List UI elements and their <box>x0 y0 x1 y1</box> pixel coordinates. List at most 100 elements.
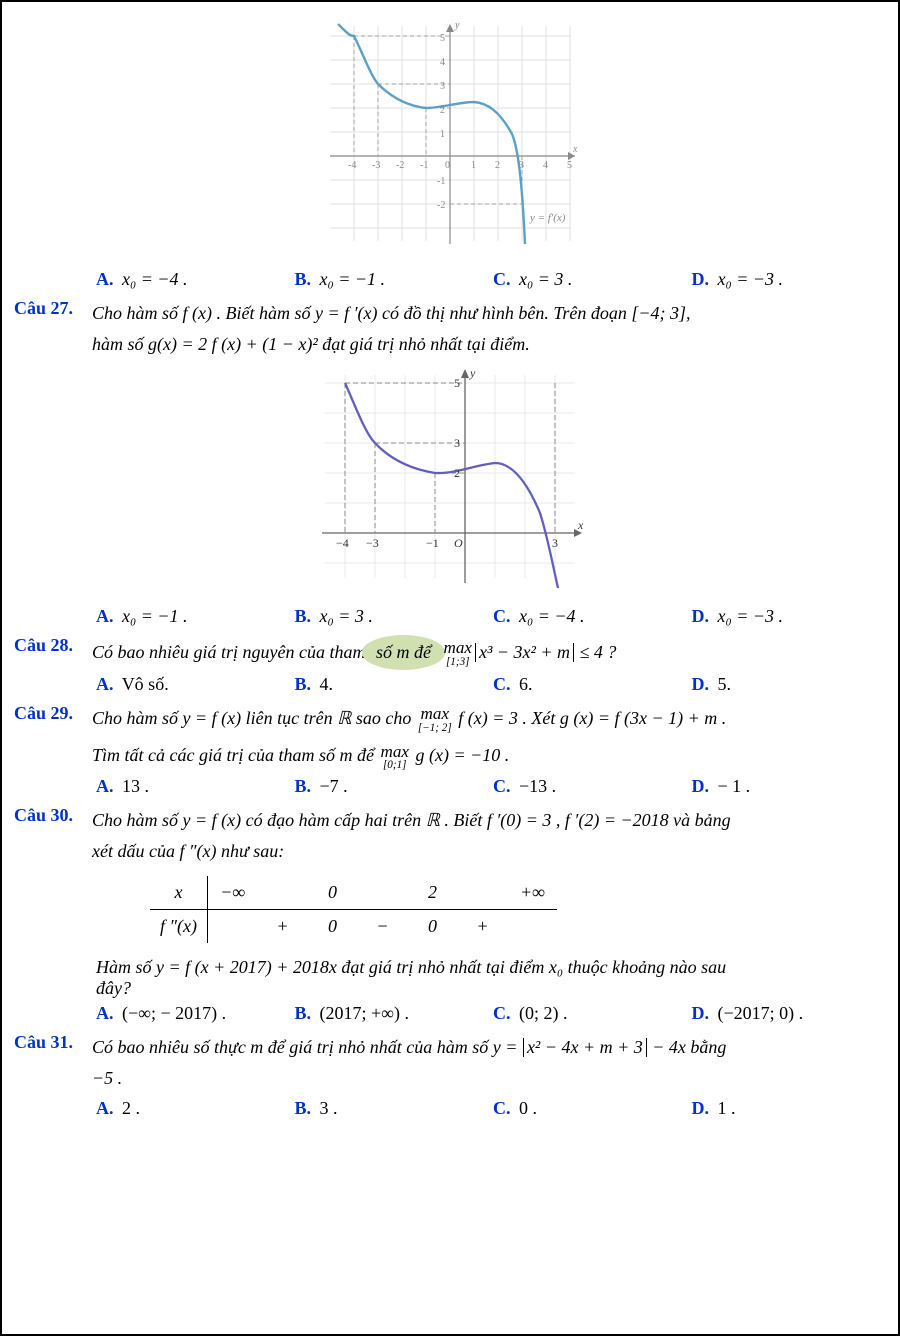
options-28: A. Vô số. B. 4. C. 6. D. 5. <box>96 674 890 695</box>
svg-text:1: 1 <box>471 160 476 171</box>
opt-30-c: C. (0; 2) . <box>493 1003 692 1024</box>
q27-line1: Cho hàm số f (x) . Biết hàm số y = f ′(x… <box>92 298 890 329</box>
q30-line3: Hàm số y = f (x + 2017) + 2018x đạt giá … <box>96 957 890 978</box>
opt-31-c-text: 0 . <box>519 1098 537 1118</box>
opt-pre-d-text: x₀ = −3 . <box>718 269 784 289</box>
q28-abs: x³ − 3x² + m <box>475 643 574 662</box>
q29-line1-b: f (x) = 3 . Xét g (x) = f (3x − 1) + m . <box>454 708 727 728</box>
q29-max1: max[−1; 2] <box>418 705 452 735</box>
svg-text:-1: -1 <box>437 176 445 187</box>
q29-max1-sub: [−1; 2] <box>418 723 452 735</box>
q31-abs: x² − 4x + m + 3 <box>523 1038 647 1057</box>
svg-text:3: 3 <box>519 160 524 171</box>
graph-27a-svg: -4-3 -2-1 01 23 45 54 32 1-1 -2 y x y = … <box>320 16 580 256</box>
sign-table: x −∞ 0 2 +∞ f ″(x) + 0 − 0 + <box>150 876 557 943</box>
options-30: A. (−∞; − 2017) . B. (2017; +∞) . C. (0;… <box>96 1003 890 1024</box>
opt-pre-a-text: x₀ = −4 . <box>122 269 188 289</box>
graph-27b: −4−3 −1O 3 532 y x <box>10 363 890 598</box>
svg-text:5: 5 <box>454 376 460 390</box>
svg-text:x: x <box>572 144 578 155</box>
opt-27-a-text: x₀ = −1 . <box>122 606 188 626</box>
question-30: Câu 30. Cho hàm số y = f (x) có đạo hàm … <box>10 805 890 866</box>
q31-line1: Có bao nhiêu số thực m để giá trị nhỏ nh… <box>92 1032 890 1063</box>
st-f1: + <box>257 910 307 944</box>
question-28: Câu 28. Có bao nhiêu giá trị nguyên của … <box>10 635 890 670</box>
opt-29-c: C. −13 . <box>493 776 692 797</box>
opt-pre-d: D. x₀ = −3 . <box>692 269 891 290</box>
question-29: Câu 29. Cho hàm số y = f (x) liên tục tr… <box>10 703 890 772</box>
graph-27a: -4-3 -2-1 01 23 45 54 32 1-1 -2 y x y = … <box>10 16 890 261</box>
st-x0: −∞ <box>207 876 257 910</box>
svg-text:y = f'(x): y = f'(x) <box>529 212 566 224</box>
opt-30-a-text: (−∞; − 2017) . <box>122 1003 226 1023</box>
q30-line2: xét dấu của f ″(x) như sau: <box>92 836 890 867</box>
q28-expr: x³ − 3x² + m <box>479 642 570 662</box>
opt-30-a: A. (−∞; − 2017) . <box>96 1003 295 1024</box>
opt-27-b: B. x₀ = 3 . <box>295 606 494 627</box>
options-27: A. x₀ = −1 . B. x₀ = 3 . C. x₀ = −4 . D.… <box>96 606 890 627</box>
svg-text:3: 3 <box>440 81 445 92</box>
st-x1 <box>257 876 307 910</box>
svg-text:2: 2 <box>440 105 445 116</box>
svg-text:−1: −1 <box>426 536 439 550</box>
svg-text:4: 4 <box>543 160 548 171</box>
q28-highlight: số m để <box>362 635 445 670</box>
st-x6: +∞ <box>507 876 557 910</box>
svg-text:y: y <box>469 366 476 380</box>
st-f2: 0 <box>307 910 357 944</box>
svg-text:-2: -2 <box>437 200 445 211</box>
svg-text:x: x <box>577 518 584 532</box>
st-f5: + <box>457 910 507 944</box>
opt-27-a: A. x₀ = −1 . <box>96 606 295 627</box>
opt-pre-c-text: x₀ = 3 . <box>519 269 572 289</box>
svg-text:−3: −3 <box>366 536 379 550</box>
q31-line1-b: − 4x bằng <box>648 1037 727 1057</box>
opt-30-c-text: (0; 2) . <box>519 1003 568 1023</box>
svg-text:y: y <box>454 20 460 31</box>
opt-27-d-text: x₀ = −3 . <box>718 606 784 626</box>
st-x3 <box>357 876 407 910</box>
question-31: Câu 31. Có bao nhiêu số thực m để giá tr… <box>10 1032 890 1093</box>
q29-max2: max[0;1] <box>380 743 408 773</box>
svg-text:5: 5 <box>440 33 445 44</box>
svg-text:3: 3 <box>454 436 460 450</box>
q29-body: Cho hàm số y = f (x) liên tục trên ℝ sao… <box>92 703 890 772</box>
q29-label: Câu 29. <box>10 703 92 724</box>
opt-30-d: D. (−2017; 0) . <box>692 1003 891 1024</box>
q28-body: Có bao nhiêu giá trị nguyên của tham số … <box>92 635 890 670</box>
st-f0 <box>207 910 257 944</box>
opt-29-a: A. 13 . <box>96 776 295 797</box>
q30-line4: đây? <box>96 978 890 999</box>
q29-max2-sub: [0;1] <box>380 760 408 772</box>
opt-pre-c: C. x₀ = 3 . <box>493 269 692 290</box>
opt-31-b-text: 3 . <box>320 1098 338 1118</box>
st-f3: − <box>357 910 407 944</box>
q30-label: Câu 30. <box>10 805 92 826</box>
opt-27-b-text: x₀ = 3 . <box>320 606 373 626</box>
st-x2: 0 <box>307 876 357 910</box>
opt-27-c-text: x₀ = −4 . <box>519 606 585 626</box>
opt-28-a: A. Vô số. <box>96 674 295 695</box>
svg-text:-1: -1 <box>420 160 428 171</box>
opt-31-b: B. 3 . <box>295 1098 494 1119</box>
opt-29-d-text: − 1 . <box>718 776 751 796</box>
st-x4: 2 <box>407 876 457 910</box>
opt-28-a-text: Vô số. <box>122 674 169 694</box>
opt-30-d-text: (−2017; 0) . <box>718 1003 804 1023</box>
q30-body: Cho hàm số y = f (x) có đạo hàm cấp hai … <box>92 805 890 866</box>
svg-text:4: 4 <box>440 57 445 68</box>
opt-29-b-text: −7 . <box>320 776 348 796</box>
q31-label: Câu 31. <box>10 1032 92 1053</box>
q28-max-sub: [1;3] <box>443 657 471 669</box>
opt-31-c: C. 0 . <box>493 1098 692 1119</box>
opt-28-b: B. 4. <box>295 674 494 695</box>
q27-line2: hàm số g(x) = 2 f (x) + (1 − x)² đạt giá… <box>92 329 890 360</box>
opt-31-a-text: 2 . <box>122 1098 140 1118</box>
svg-text:5: 5 <box>567 160 572 171</box>
opt-28-c: C. 6. <box>493 674 692 695</box>
svg-text:2: 2 <box>454 466 460 480</box>
options-29: A. 13 . B. −7 . C. −13 . D. − 1 . <box>96 776 890 797</box>
st-x5 <box>457 876 507 910</box>
options-31: A. 2 . B. 3 . C. 0 . D. 1 . <box>96 1098 890 1119</box>
q29-line2-b: g (x) = −10 . <box>411 745 509 765</box>
